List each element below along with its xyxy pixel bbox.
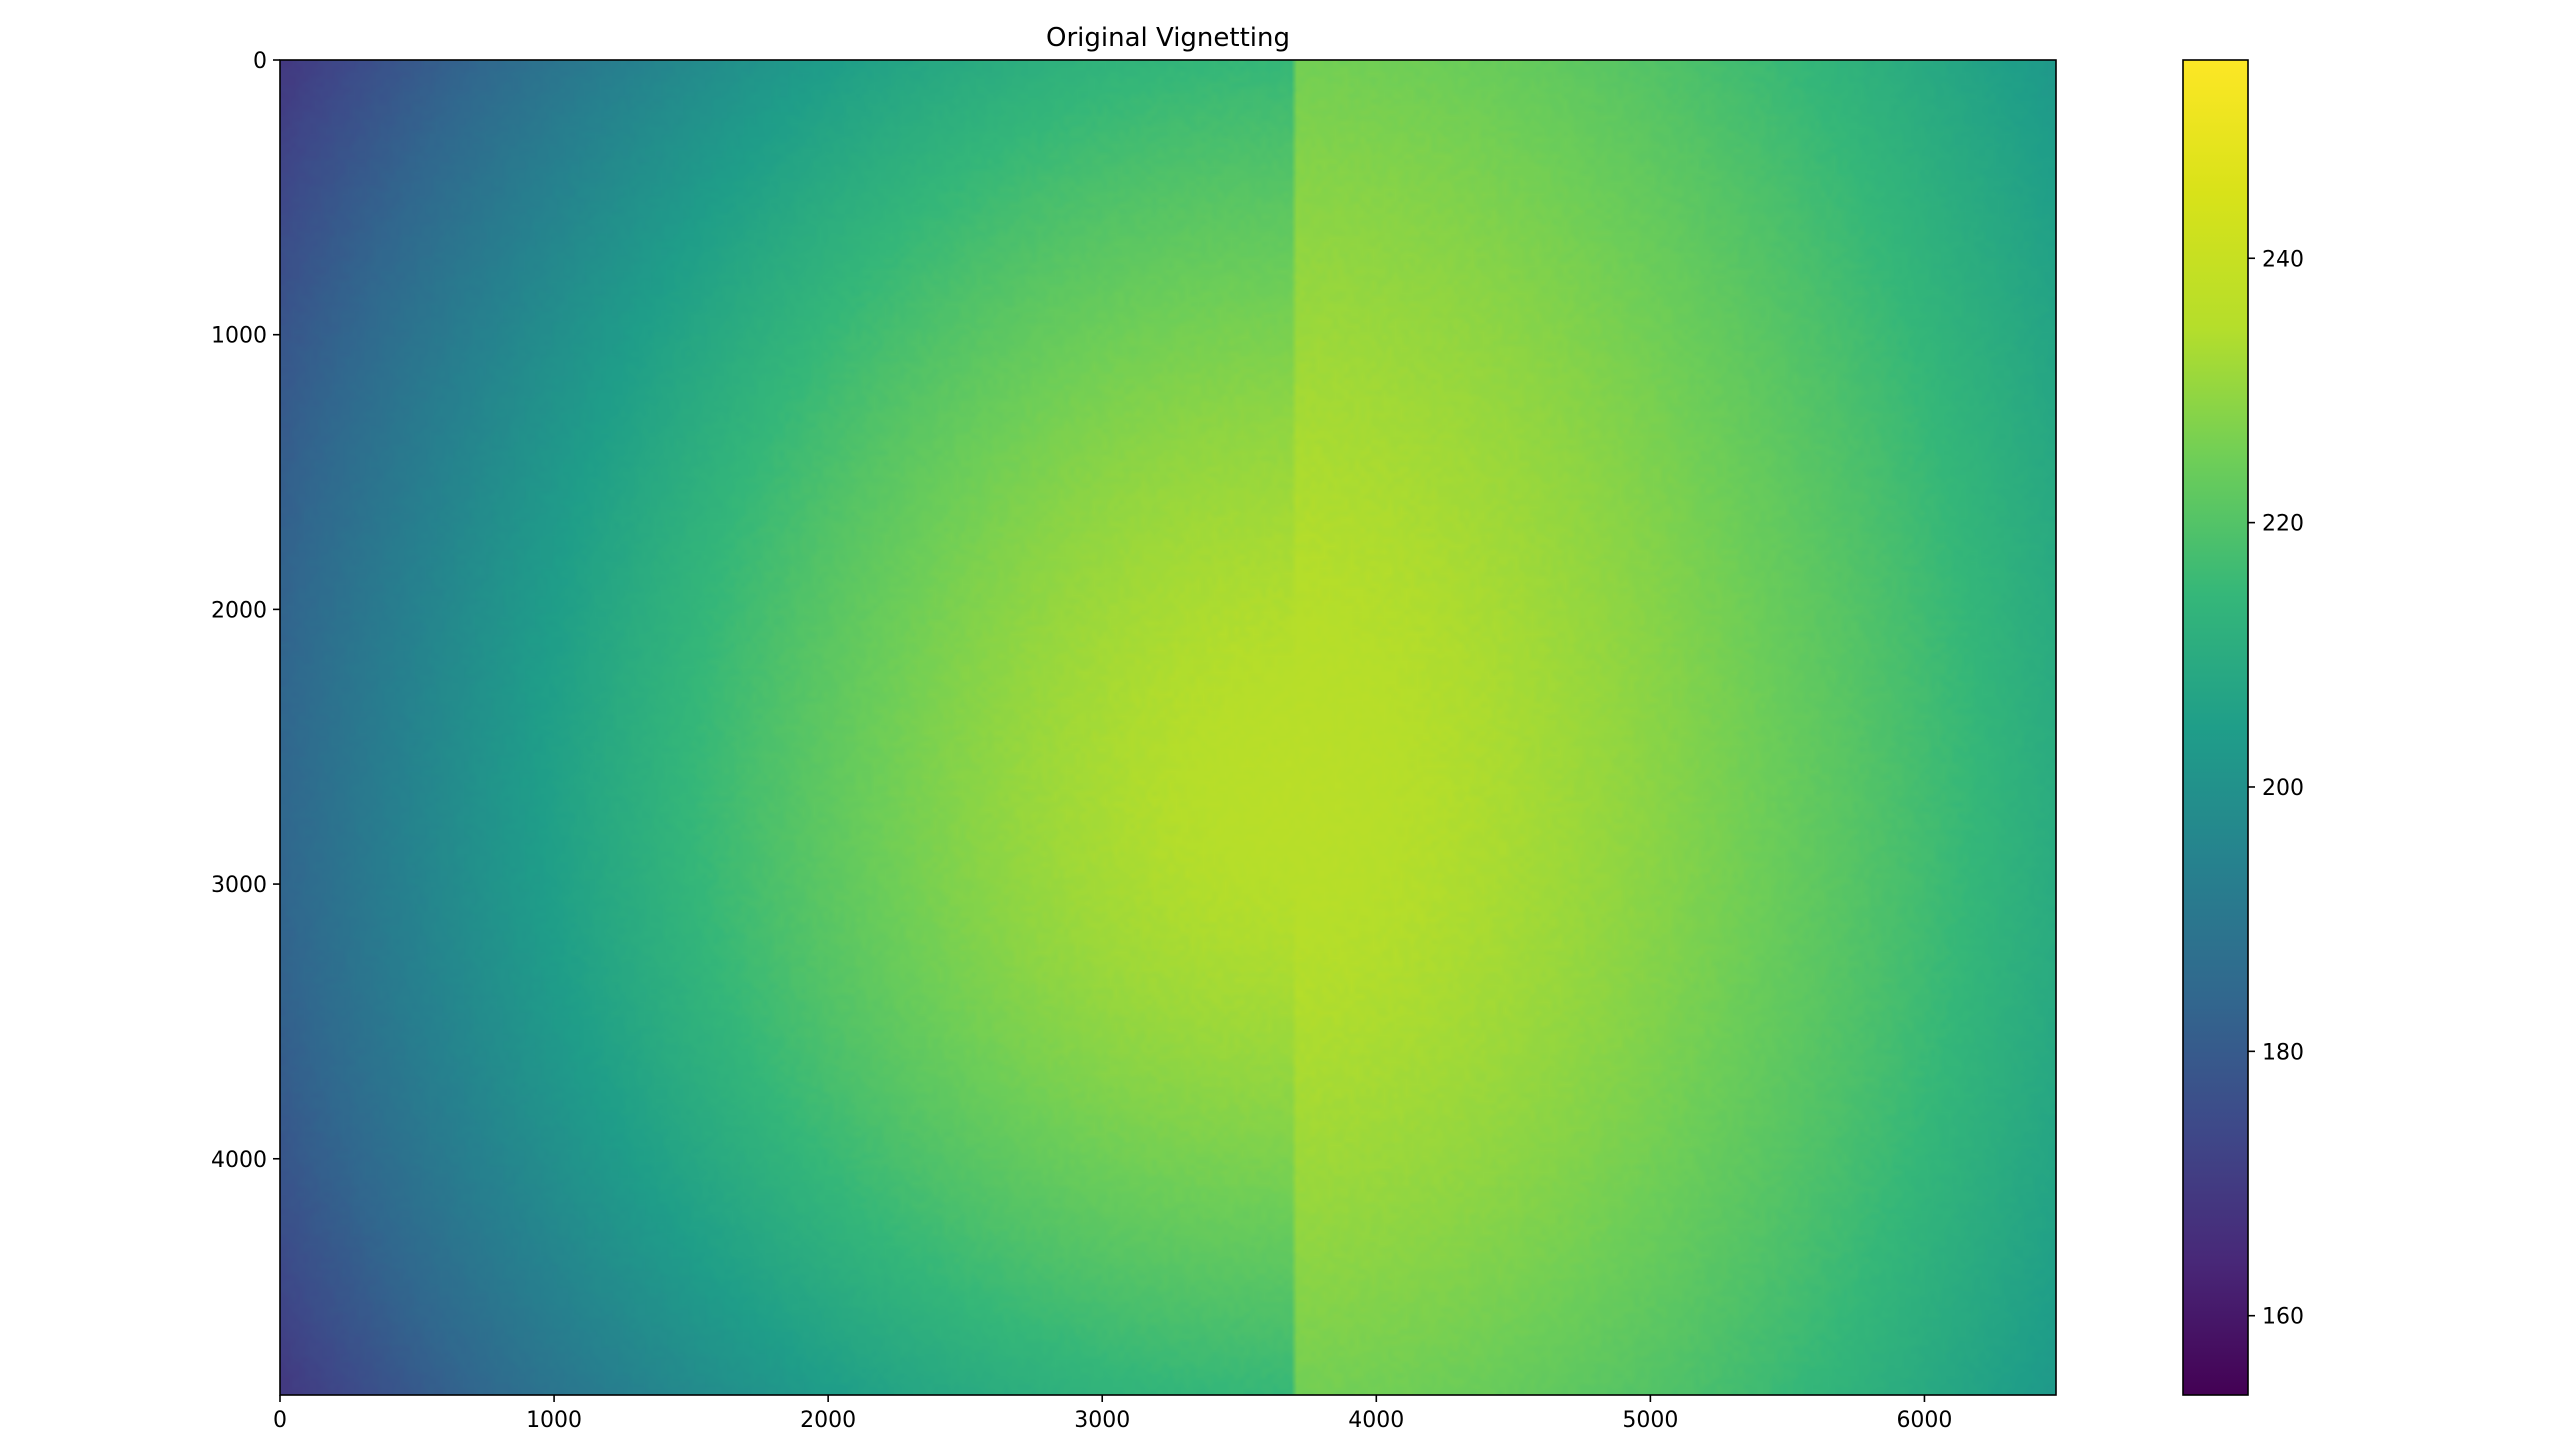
y-axis: 0 1000 2000 3000 4000: [211, 49, 280, 1173]
colorbar: 160 180 200 220 240: [2182, 59, 2304, 1396]
x-tick-label: 4000: [1348, 1408, 1404, 1433]
colorbar-gradient: [2183, 60, 2248, 1395]
colorbar-tick-label: 220: [2262, 512, 2304, 537]
plot-frame: [279, 59, 2057, 1396]
x-tick-label: 2000: [800, 1408, 856, 1433]
heatmap-image: [280, 60, 2056, 1395]
y-tick-label: 2000: [211, 598, 267, 623]
y-tick-label: 4000: [211, 1148, 267, 1173]
colorbar-tick-label: 180: [2262, 1040, 2304, 1065]
chart-title: Original Vignetting: [1046, 23, 1290, 53]
colorbar-frame: [2182, 59, 2249, 1396]
x-tick-label: 3000: [1074, 1408, 1130, 1433]
x-tick-label: 1000: [526, 1408, 582, 1433]
colorbar-tick-label: 240: [2262, 247, 2304, 272]
plot-area: [279, 59, 2057, 1396]
colorbar-tick-label: 200: [2262, 776, 2304, 801]
x-axis: 0 1000 2000 3000 4000 5000 6000: [273, 1395, 1952, 1433]
x-tick-label: 6000: [1896, 1408, 1952, 1433]
y-tick-label: 3000: [211, 873, 267, 898]
y-tick-label: 1000: [211, 324, 267, 349]
x-tick-label: 0: [273, 1408, 287, 1433]
y-tick-label: 0: [253, 49, 267, 74]
colorbar-tick-label: 160: [2262, 1305, 2304, 1330]
x-tick-label: 5000: [1622, 1408, 1678, 1433]
